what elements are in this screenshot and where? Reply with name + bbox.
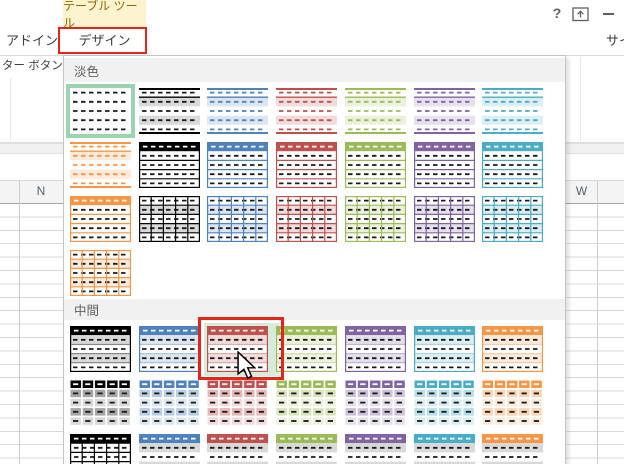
table-style-medium-r1c2-blue-medium[interactable] — [138, 326, 200, 372]
table-style-light-r2c5-green-header[interactable] — [344, 142, 406, 188]
table-style-light-r1c3-blue-banded[interactable] — [207, 88, 269, 134]
table-style-medium-r2c4-green-blocks[interactable] — [276, 380, 338, 426]
section-header-medium: 中間 — [64, 299, 565, 320]
table-style-medium-r3c5-purple-mband[interactable] — [344, 434, 406, 464]
ribbon-bottom-edge — [0, 142, 63, 143]
column-header-strip-left[interactable]: N — [0, 180, 63, 204]
table-style-light-r2c6-purple-header[interactable] — [413, 142, 475, 188]
table-style-light-r3c5-green-grid[interactable] — [344, 196, 406, 242]
table-style-light-r1c5-green-banded[interactable] — [344, 88, 406, 134]
annotation-box-medium-red-style — [198, 317, 284, 380]
table-style-light-r3c6-purple-grid[interactable] — [413, 196, 475, 242]
table-style-medium-r3c6-teal-mband[interactable] — [413, 434, 475, 464]
column-header-strip-right[interactable]: W — [566, 180, 624, 204]
annotation-box-design-tab — [58, 27, 147, 54]
ribbon-group-label-truncated: ター ボタン — [2, 60, 63, 72]
table-style-light-r2c7-teal-header[interactable] — [482, 142, 544, 188]
mouse-cursor — [237, 350, 257, 384]
column-divider — [597, 181, 598, 203]
table-style-medium-r2c7-orange-blocks[interactable] — [482, 380, 544, 426]
table-style-light-r1c1-black-plain[interactable] — [70, 88, 131, 134]
gridline-vertical — [19, 203, 20, 464]
table-style-medium-r1c1-black-medium[interactable] — [70, 326, 131, 372]
ribbon-separator — [10, 78, 11, 141]
table-style-medium-r3c3-red-mband[interactable] — [207, 434, 269, 464]
table-style-light-r3c3-blue-grid[interactable] — [207, 196, 269, 242]
tab-addins[interactable]: アドイン — [5, 32, 58, 48]
table-style-light-r1c4-red-banded[interactable] — [276, 88, 338, 134]
table-style-medium-r2c1-black-blocks[interactable] — [70, 380, 131, 426]
table-style-light-r3c7-teal-grid[interactable] — [482, 196, 544, 242]
table-style-light-r2c2-black-header[interactable] — [138, 142, 200, 188]
table-style-light-r3c1-orange-header[interactable] — [70, 196, 131, 242]
table-style-medium-r3c1-black-mgrid[interactable] — [70, 434, 131, 464]
contextual-tab-group-label: テーブル ツール — [63, 0, 146, 30]
column-header-w[interactable]: W — [575, 184, 588, 198]
help-icon[interactable]: ? — [552, 5, 562, 21]
table-style-light-r2c4-red-header[interactable] — [276, 142, 338, 188]
table-style-light-r1c6-purple-banded[interactable] — [413, 88, 475, 134]
gridline-vertical — [597, 203, 598, 464]
table-style-medium-r2c6-teal-blocks[interactable] — [413, 380, 475, 426]
table-style-light-r1c2-black-banded[interactable] — [138, 88, 200, 134]
ribbon-bottom-edge — [566, 142, 624, 143]
tab-design[interactable]: デザイン — [78, 32, 131, 48]
table-style-light-r2c3-blue-header[interactable] — [207, 142, 269, 188]
worksheet-grid-right[interactable] — [566, 204, 624, 464]
table-style-medium-r1c5-purple-medium[interactable] — [344, 326, 406, 372]
ribbon-display-options-icon[interactable] — [572, 7, 589, 27]
formula-bar-band — [0, 143, 63, 154]
table-styles-gallery-dropdown: 淡色 中間 — [63, 55, 566, 464]
table-style-medium-r2c5-purple-blocks[interactable] — [344, 380, 406, 426]
table-style-medium-r3c2-blue-mband[interactable] — [138, 434, 200, 464]
table-style-light-r2c1-orange-banded[interactable] — [70, 142, 131, 188]
table-style-medium-r1c7-orange-medium[interactable] — [482, 326, 544, 372]
table-style-medium-r2c2-blue-blocks[interactable] — [138, 380, 200, 426]
ribbon-separator — [580, 57, 581, 141]
table-style-light-r1c7-teal-banded[interactable] — [482, 88, 544, 134]
table-style-medium-r3c4-green-mband[interactable] — [276, 434, 338, 464]
table-style-light-r3c4-red-grid[interactable] — [276, 196, 338, 242]
signin-label-truncated[interactable]: サイ — [606, 33, 624, 46]
minimize-icon[interactable] — [603, 13, 614, 15]
table-style-light-r4c1-orange-grid[interactable] — [70, 250, 131, 296]
column-header-n[interactable]: N — [36, 184, 46, 198]
table-style-medium-r3c7-orange-mband[interactable] — [482, 434, 544, 464]
formula-bar-band — [566, 143, 624, 154]
table-style-medium-r1c4-green-medium[interactable] — [276, 326, 338, 372]
column-divider — [19, 181, 20, 203]
table-style-medium-r1c6-teal-medium[interactable] — [413, 326, 475, 372]
section-header-light: 淡色 — [64, 58, 565, 82]
worksheet-grid-left[interactable] — [0, 204, 63, 464]
table-style-light-r3c2-black-grid[interactable] — [138, 196, 200, 242]
table-style-medium-r2c3-red-blocks[interactable] — [207, 380, 269, 426]
